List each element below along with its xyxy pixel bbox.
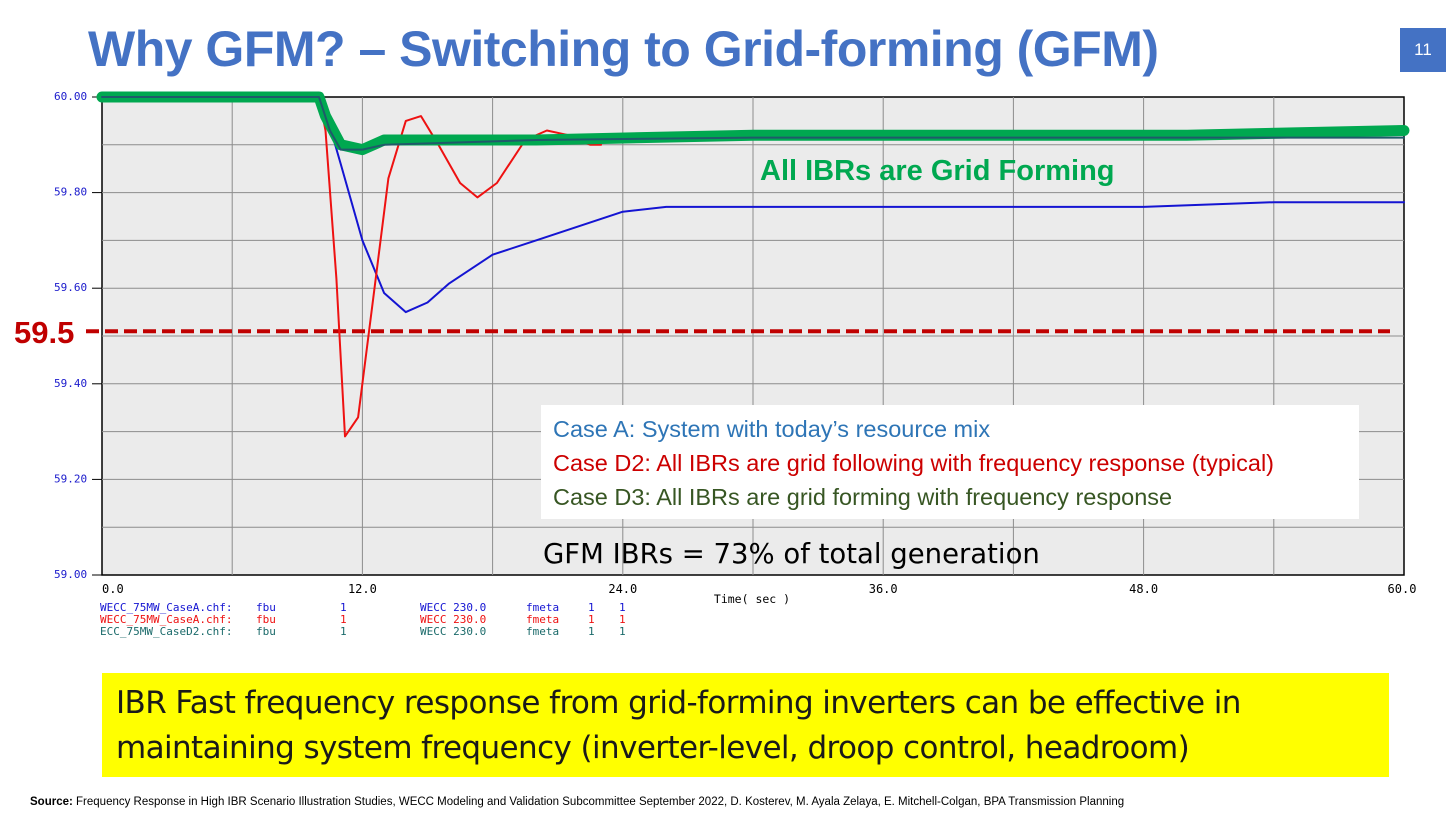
file-label-bus: WECC 230.0 — [420, 625, 486, 638]
x-tick-label: 24.0 — [608, 582, 637, 596]
frequency-chart: 60.00 59.80 59.60 59.40 59.20 59.00 0.0 12.0 24… — [14, 90, 1416, 638]
file-label-file: WECC_75MW_CaseA.chf: — [100, 613, 232, 626]
page-number: 11 — [1400, 28, 1446, 72]
x-tick-label: 48.0 — [1129, 582, 1158, 596]
file-label-a: 1 — [588, 625, 595, 638]
file-label-n1: 1 — [340, 625, 347, 638]
x-tick-label: 36.0 — [869, 582, 898, 596]
legend-entry: Case A: System with today’s resource mix — [553, 416, 990, 442]
gfm-annotation: All IBRs are Grid Forming — [760, 155, 1115, 187]
file-label-b: 1 — [619, 601, 626, 614]
file-label-file: WECC_75MW_CaseA.chf: — [100, 601, 232, 614]
y-tick-label: 60.00 — [54, 90, 87, 103]
file-label-param: fbu — [256, 601, 276, 614]
file-label-type: fmeta — [526, 613, 559, 626]
file-label-bus: WECC 230.0 — [420, 613, 486, 626]
file-label-file: ECC_75MW_CaseD2.chf: — [100, 625, 232, 638]
y-tick-label: 59.40 — [54, 377, 87, 390]
series-line-2 — [101, 96, 603, 438]
file-label-b: 1 — [619, 613, 626, 626]
x-tick-label: 0.0 — [102, 582, 124, 596]
source-text: Frequency Response in High IBR Scenario … — [76, 796, 1125, 808]
legend-entry: Case D3: All IBRs are grid forming with … — [553, 484, 1172, 510]
series-line-4 — [101, 96, 1405, 151]
x-tick-label: 60.0 — [1388, 582, 1417, 596]
file-label-type: fmeta — [526, 625, 559, 638]
file-label-n1: 1 — [340, 613, 347, 626]
series-lines — [96, 91, 1410, 438]
file-label-a: 1 — [588, 601, 595, 614]
legend: Case A: System with today’s resource mix… — [553, 416, 1274, 510]
legend-entry: Case D2: All IBRs are grid following wit… — [553, 450, 1274, 476]
source-label: Source: — [30, 796, 73, 808]
y-tick-labels: 60.00 59.80 59.60 59.40 59.20 59.00 — [54, 90, 102, 581]
source-citation: Source: Frequency Response in High IBR S… — [30, 796, 1124, 808]
file-label-param: fbu — [256, 625, 276, 638]
series-line-1 — [101, 96, 1405, 314]
x-tick-label: 12.0 — [348, 582, 377, 596]
file-label-n1: 1 — [340, 601, 347, 614]
y-tick-label: 59.80 — [54, 186, 87, 199]
threshold-label: 59.5 — [14, 315, 74, 350]
file-labels: WECC_75MW_CaseA.chf: fbu 1 WECC 230.0 fmeta 1… — [100, 601, 626, 638]
callout-box: IBR Fast frequency response from grid-fo… — [102, 673, 1389, 777]
y-tick-label: 59.20 — [54, 472, 87, 485]
file-label-param: fbu — [256, 613, 276, 626]
file-label-type: fmeta — [526, 601, 559, 614]
legend-box — [541, 405, 1359, 519]
file-label-b: 1 — [619, 625, 626, 638]
slide-title: Why GFM? – Switching to Grid-forming (GF… — [88, 21, 1159, 77]
y-tick-label: 59.60 — [54, 281, 87, 294]
threshold-group: 59.5 — [14, 315, 1390, 350]
file-label-a: 1 — [588, 613, 595, 626]
file-label-bus: WECC 230.0 — [420, 601, 486, 614]
gfm-share-note: GFM IBRs = 73% of total generation — [543, 538, 1040, 570]
x-tick-labels: 0.0 12.0 24.0 36.0 48.0 60.0 — [102, 582, 1416, 596]
y-tick-label: 59.00 — [54, 568, 87, 581]
x-axis-label: Time( sec ) — [714, 592, 790, 606]
callout-text: IBR Fast frequency response from grid-fo… — [116, 685, 1241, 766]
